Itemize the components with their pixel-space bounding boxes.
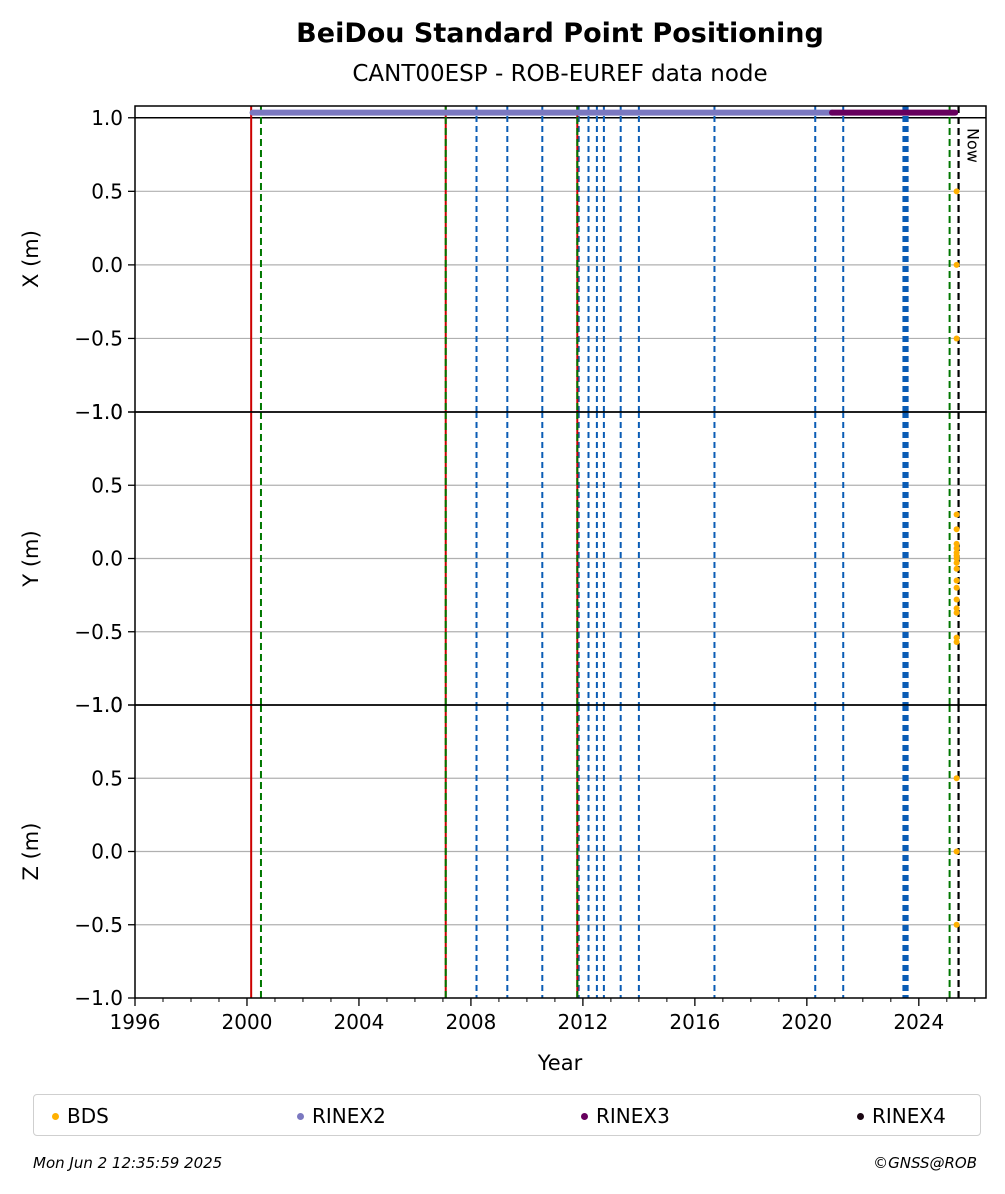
y-tick-label: −1.0 (74, 400, 123, 424)
y-axis-label: Z (m) (19, 823, 43, 881)
y-tick-label: −0.5 (74, 913, 123, 937)
y-tick-label: 1.0 (91, 693, 123, 717)
data-point (953, 639, 960, 646)
y-tick-label: −1.0 (74, 693, 123, 717)
data-point (953, 261, 960, 268)
legend-label: RINEX4 (872, 1104, 946, 1128)
data-point (953, 565, 960, 572)
y-tick-label: 0.0 (91, 840, 123, 864)
footer-copyright: ©GNSS@ROB (873, 1154, 977, 1172)
data-point (953, 596, 960, 603)
now-label: Now (964, 128, 983, 163)
y-tick-label: 0.0 (91, 547, 123, 571)
x-axis-label: Year (537, 1051, 583, 1075)
panel-y: 1.0 0.5 0.0 −0.5 −1.0 Y (m) (19, 400, 987, 717)
data-point (953, 921, 960, 928)
y-tick-label: 0.0 (91, 253, 123, 277)
data-point (953, 577, 960, 584)
x-tick-label: 2020 (781, 1010, 832, 1034)
legend: BDS RINEX2 RINEX3 RINEX4 (33, 1094, 981, 1136)
y-tick-label: 0.5 (91, 179, 123, 203)
legend-marker (857, 1112, 864, 1120)
panel-z: 1.0 0.5 0.0 −0.5 −1.0 Z (m) (19, 693, 987, 1010)
data-point (953, 634, 960, 641)
legend-item-rinex4: RINEX4 (857, 1095, 946, 1137)
data-point (953, 605, 960, 612)
chart-title: BeiDou Standard Point Positioning (296, 18, 824, 49)
data-point (953, 559, 960, 566)
y-tick-label: −0.5 (74, 620, 123, 644)
legend-item-rinex2: RINEX2 (297, 1095, 386, 1137)
legend-label: RINEX3 (596, 1104, 670, 1128)
legend-marker (52, 1112, 59, 1120)
x-tick-label: 2004 (333, 1010, 384, 1034)
x-tick-label: 2000 (222, 1010, 273, 1034)
data-point (953, 584, 960, 591)
x-tick-label: 2008 (445, 1010, 496, 1034)
chart-subtitle: CANT00ESP - ROB-EUREF data node (352, 61, 767, 87)
x-tick-label: 1996 (110, 1010, 161, 1034)
legend-item-bds: BDS (52, 1095, 109, 1137)
data-point (953, 545, 960, 552)
data-point (953, 609, 960, 616)
data-point (953, 188, 960, 195)
y-tick-label: −0.5 (74, 326, 123, 350)
data-point (953, 555, 960, 562)
legend-label: RINEX2 (312, 1104, 386, 1128)
x-tick-label: 2024 (893, 1010, 944, 1034)
x-tick-label: 2016 (669, 1010, 720, 1034)
legend-marker (297, 1112, 304, 1120)
y-axis-label: X (m) (19, 230, 43, 288)
y-tick-label: 1.0 (91, 400, 123, 424)
data-point (953, 540, 960, 547)
plot-area: Now 1.0 0.5 0.0 −0.5 −1.0 X (m) 1.0 0.5 0.0 −0.5 −1… (19, 105, 987, 1034)
y-tick-label: 0.5 (91, 473, 123, 497)
chart-canvas: BeiDou Standard Point Positioning CANT00… (19, 18, 987, 1075)
x-tick-label: 2012 (557, 1010, 608, 1034)
legend-label: BDS (67, 1104, 109, 1128)
y-tick-label: 0.5 (91, 766, 123, 790)
y-tick-label: −1.0 (74, 986, 123, 1010)
legend-item-rinex3: RINEX3 (581, 1095, 670, 1137)
legend-marker (581, 1112, 588, 1120)
data-point (953, 848, 960, 855)
data-point (953, 526, 960, 533)
data-point (953, 775, 960, 782)
footer-timestamp: Mon Jun 2 12:35:59 2025 (33, 1154, 223, 1172)
data-point (953, 335, 960, 342)
data-point (953, 511, 960, 518)
panel-x: Now 1.0 0.5 0.0 −0.5 −1.0 X (m) (19, 105, 987, 424)
axes-frame (134, 105, 987, 413)
y-tick-label: 1.0 (91, 106, 123, 130)
y-axis-label: Y (m) (19, 530, 43, 587)
